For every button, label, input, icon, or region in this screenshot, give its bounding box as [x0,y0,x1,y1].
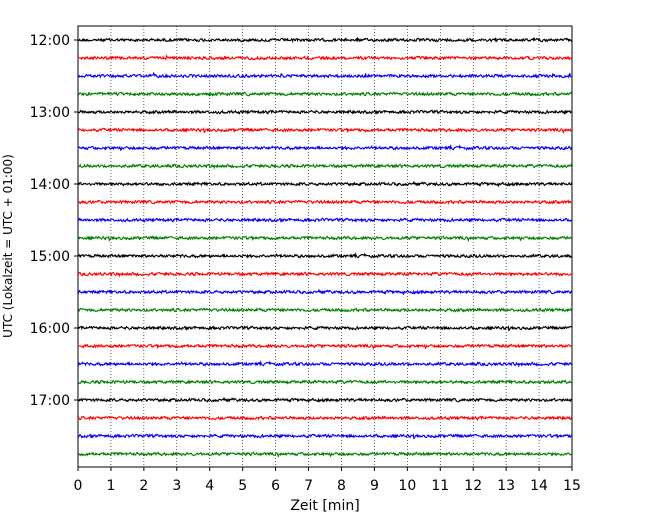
seismic-trace [77,91,573,97]
seismic-trace [77,397,573,403]
y-tick-label: 12:00 [30,33,70,49]
x-tick-label: 2 [139,478,148,494]
x-tick-label: 8 [337,478,346,494]
x-tick-label: 6 [271,478,280,494]
seismic-trace [77,54,573,61]
seismic-trace [77,343,573,351]
seismic-trace [77,379,573,385]
x-tick-label: 11 [431,478,449,494]
x-tick-label: 13 [497,478,515,494]
seismic-trace [77,307,573,313]
plot-frame [77,25,573,468]
y-tick-label: 15:00 [30,249,70,265]
seismic-trace [77,252,573,259]
y-axis-label: UTC (Lokalzeit = UTC + 01:00) [1,154,15,338]
x-tick-label: 9 [370,478,379,494]
seismic-trace [77,235,573,243]
y-tick-label: 17:00 [30,393,70,409]
y-tick-label: 13:00 [30,105,70,121]
seismic-trace [77,144,573,152]
seismic-trace [77,360,573,368]
seismic-trace [77,71,573,79]
x-tick-label: 15 [563,478,581,494]
x-tick-label: 4 [205,478,214,494]
seismic-trace [77,451,573,459]
seismic-trace [77,289,573,295]
x-axis-ticks: 0 1 2 3 4 5 6 7 8 9 10 11 12 13 14 15 [74,467,581,494]
seismic-trace [77,271,573,278]
x-axis-label: Zeit [min] [290,498,359,514]
seismic-traces [77,36,573,459]
x-tick-label: 0 [74,478,83,494]
seismic-trace [77,217,573,223]
seismic-trace [77,163,573,170]
seismic-trace [77,415,573,421]
x-tick-label: 7 [304,478,313,494]
seismic-trace [77,325,573,332]
seismic-trace [77,127,573,135]
seismic-trace [77,36,573,44]
y-tick-label: 16:00 [30,321,70,337]
x-tick-label: 10 [398,478,416,494]
x-tick-label: 3 [172,478,181,494]
seismic-trace [77,433,573,440]
x-tick-label: 5 [238,478,247,494]
x-tick-label: 12 [464,478,482,494]
seismic-trace [77,109,573,115]
seismic-trace [77,181,573,187]
x-tick-label: 1 [106,478,115,494]
x-tick-label: 14 [530,478,548,494]
y-tick-label: 14:00 [30,177,70,193]
seismic-trace [77,199,573,205]
y-axis-ticks: 12:00 13:00 14:00 15:00 16:00 17:00 [30,33,78,409]
